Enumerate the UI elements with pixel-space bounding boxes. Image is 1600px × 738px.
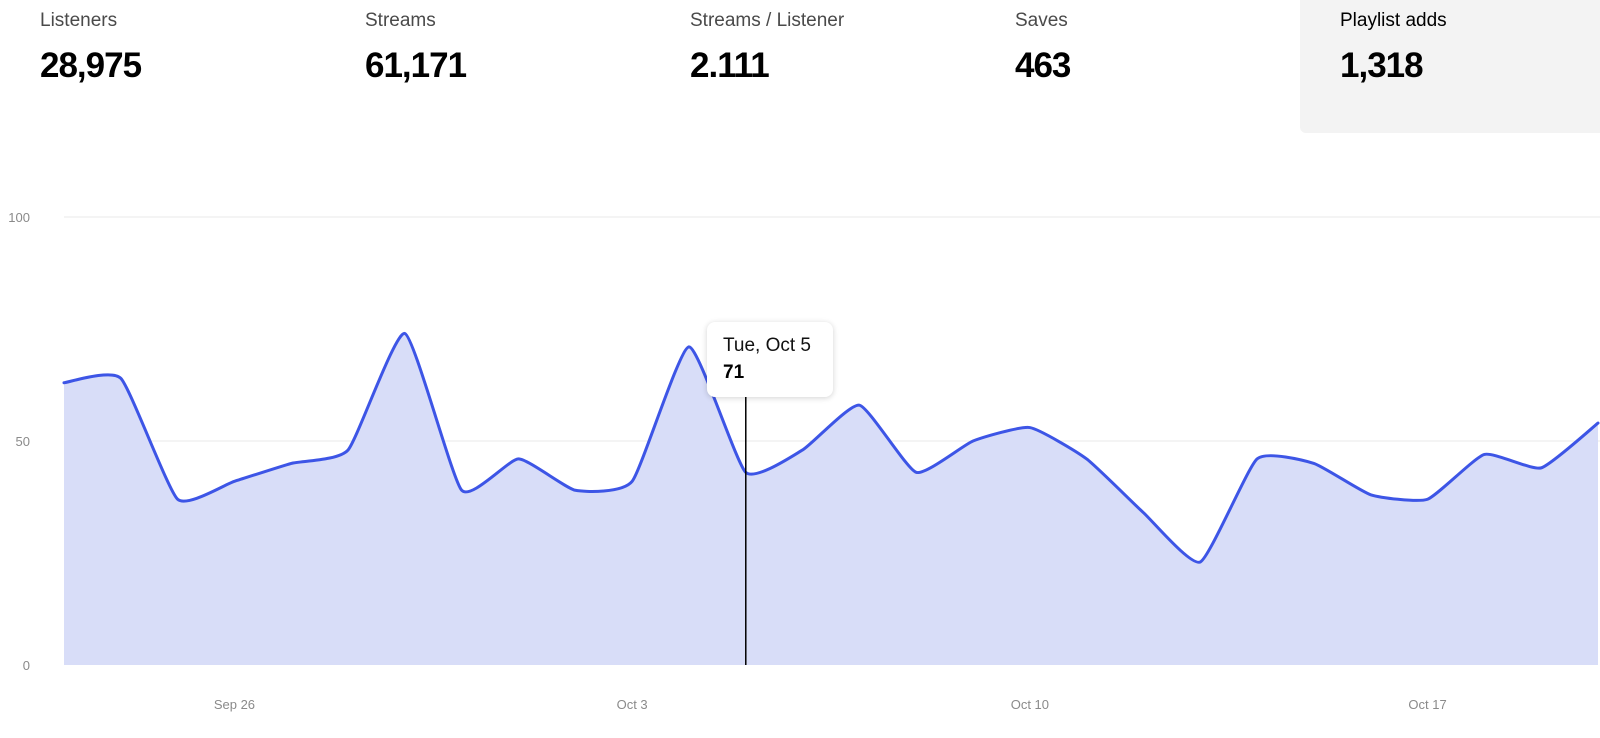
metric-label: Listeners xyxy=(40,10,118,31)
metric-tab-streams-per-listener[interactable]: Streams / Listener 2.111 xyxy=(650,0,940,133)
y-tick-label: 50 xyxy=(16,434,30,449)
tooltip-date: Tue, Oct 5 xyxy=(723,335,811,356)
metric-tab-listeners[interactable]: Listeners 28,975 xyxy=(0,0,290,133)
metric-value: 463 xyxy=(1015,46,1071,85)
chart-tooltip: Tue, Oct 5 71 xyxy=(707,322,833,397)
chart-axis-layer: 0 50 100 Sep 26 Oct 3 Oct 10 Oct 17 xyxy=(8,210,1446,712)
metric-value: 1,318 xyxy=(1340,46,1424,85)
metric-tab-streams[interactable]: Streams 61,171 xyxy=(325,0,615,133)
y-tick-label: 0 xyxy=(23,658,30,673)
x-tick-label: Sep 26 xyxy=(214,697,255,712)
x-tick-label: Oct 3 xyxy=(617,697,648,712)
series-area-fill xyxy=(64,333,1598,665)
x-tick-label: Oct 10 xyxy=(1011,697,1049,712)
x-tick-label: Oct 17 xyxy=(1408,697,1446,712)
metric-tab-saves[interactable]: Saves 463 xyxy=(975,0,1265,133)
series-line xyxy=(62,331,1600,564)
chart-area-layer xyxy=(62,331,1600,665)
metric-value: 2.111 xyxy=(690,46,770,85)
metrics-bar: Listeners 28,975 Streams 61,171 Streams … xyxy=(0,0,1600,133)
metric-value: 61,171 xyxy=(365,46,467,85)
metric-label: Streams / Listener xyxy=(690,10,845,31)
tooltip-value: 71 xyxy=(723,362,745,383)
metric-tab-playlist-adds[interactable]: Playlist adds 1,318 xyxy=(1300,0,1600,133)
metric-label: Playlist adds xyxy=(1340,10,1447,31)
y-tick-label: 100 xyxy=(8,210,30,225)
metric-label: Streams xyxy=(365,10,436,31)
metric-label: Saves xyxy=(1015,10,1068,31)
metric-value: 28,975 xyxy=(40,46,142,85)
